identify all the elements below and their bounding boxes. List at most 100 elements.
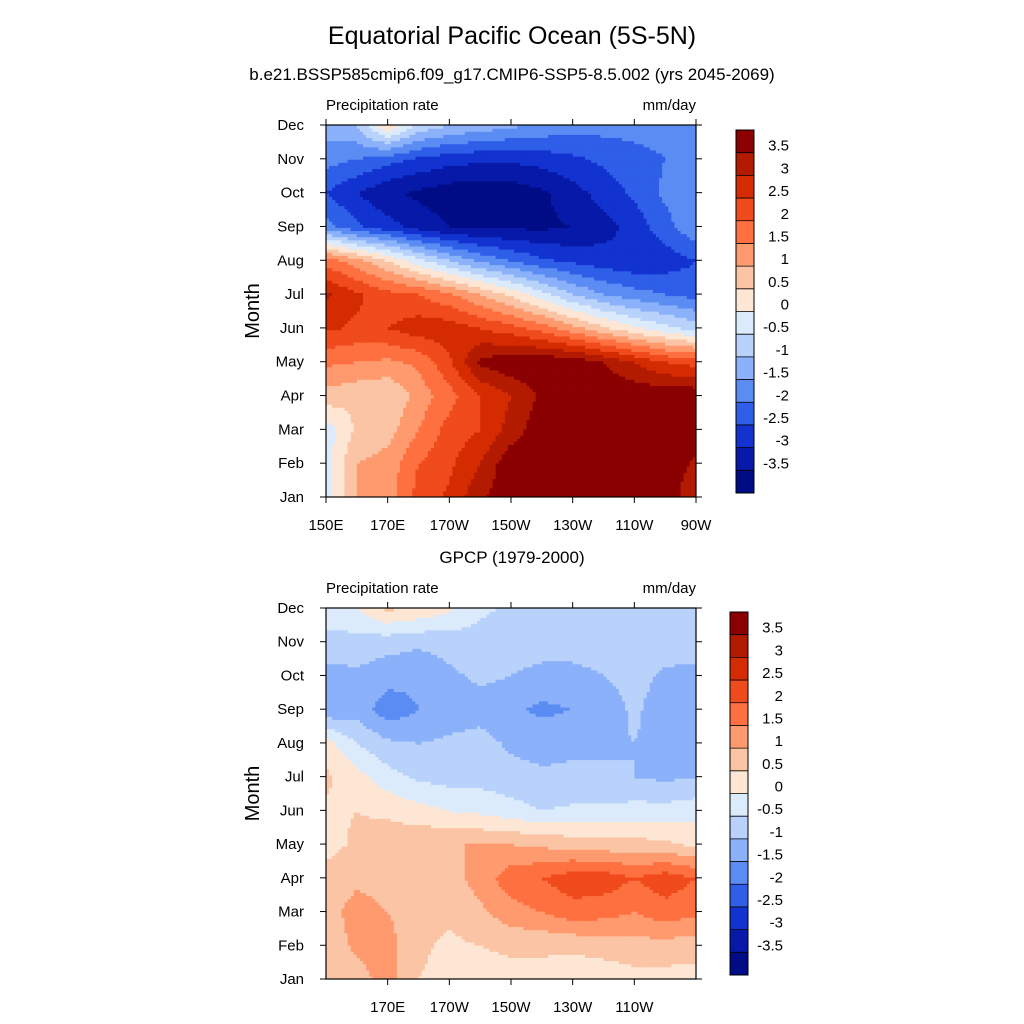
heatmap-cell <box>520 487 524 492</box>
heatmap-cell <box>347 397 352 402</box>
heatmap-cell <box>338 472 343 476</box>
heatmap-cell <box>424 410 429 414</box>
heatmap-cell <box>326 428 330 433</box>
heatmap-cell <box>618 481 623 486</box>
heatmap-cell <box>356 453 361 458</box>
heatmap-cell <box>554 462 558 467</box>
heatmap-cell <box>332 441 336 445</box>
heatmap-cell <box>495 481 500 486</box>
heatmap-cell <box>560 493 565 497</box>
heatmap-cell <box>446 400 450 405</box>
heatmap-cell <box>498 410 503 414</box>
heatmap-cell <box>347 493 352 497</box>
heatmap-cell <box>640 397 645 402</box>
heatmap-cell <box>409 453 413 458</box>
heatmap-cell <box>332 404 336 408</box>
heatmap-cell <box>353 444 358 448</box>
heatmap-cell <box>427 413 432 417</box>
heatmap-cell <box>677 490 682 495</box>
heatmap-cell <box>424 422 429 427</box>
heatmap-cell <box>369 425 373 430</box>
heatmap-cell <box>578 450 583 455</box>
heatmap-cell <box>689 466 694 470</box>
heatmap-cell <box>437 481 441 486</box>
heatmap-cell <box>557 493 561 497</box>
heatmap-cell <box>578 435 583 439</box>
heatmap-cell <box>686 438 691 442</box>
heatmap-cell <box>424 419 429 424</box>
heatmap-cell <box>409 397 413 402</box>
heatmap-cell <box>569 478 574 483</box>
heatmap-cell <box>344 410 349 414</box>
heatmap-cell <box>523 413 528 417</box>
heatmap-cell <box>609 397 614 402</box>
heatmap-cell <box>492 478 497 483</box>
heatmap-cell <box>591 444 595 448</box>
heatmap-cell <box>649 469 654 473</box>
heatmap-cell <box>603 478 608 483</box>
heatmap-cell <box>359 413 364 417</box>
heatmap-cell <box>369 484 373 489</box>
heatmap-cell <box>353 422 358 427</box>
heatmap-cell <box>551 450 555 455</box>
heatmap-cell <box>634 447 639 452</box>
heatmap-cell <box>665 431 669 436</box>
heatmap-cell <box>677 425 682 430</box>
heatmap-cell <box>347 484 352 489</box>
heatmap-cell <box>640 419 645 424</box>
heatmap-cell <box>625 413 629 417</box>
heatmap-cell <box>347 428 352 433</box>
heatmap-cell <box>329 493 333 497</box>
heatmap-cell <box>683 413 688 417</box>
heatmap-cell <box>643 450 648 455</box>
heatmap-cell <box>631 472 635 476</box>
heatmap-cell <box>461 413 466 417</box>
heatmap-cell <box>511 419 515 424</box>
heatmap-cell <box>415 466 420 470</box>
heatmap-cell <box>492 404 497 408</box>
heatmap-cell <box>643 475 648 479</box>
heatmap-cell <box>384 407 389 411</box>
heatmap-cell <box>622 450 626 455</box>
heatmap-cell <box>689 447 694 452</box>
heatmap-cell <box>529 462 534 467</box>
heatmap-cell <box>634 438 639 442</box>
heatmap-cell <box>467 428 472 433</box>
heatmap-cell <box>597 490 602 495</box>
heatmap-cell <box>554 397 558 402</box>
heatmap-cell <box>495 438 500 442</box>
heatmap-cell <box>612 438 617 442</box>
heatmap-cell <box>446 444 450 448</box>
heatmap-cell <box>686 431 691 436</box>
heatmap-cell <box>470 466 475 470</box>
heatmap-cell <box>631 484 635 489</box>
heatmap-cell <box>649 493 654 497</box>
heatmap-cell <box>686 478 691 483</box>
heatmap-cell <box>501 428 506 433</box>
heatmap-cell <box>668 475 672 479</box>
heatmap-cell <box>433 422 438 427</box>
heatmap-cell <box>600 469 605 473</box>
heatmap-cell <box>569 441 574 445</box>
heatmap-cell <box>665 404 669 408</box>
heatmap-cell <box>384 475 389 479</box>
heatmap-cell <box>366 493 370 497</box>
heatmap-cell <box>680 481 685 486</box>
heatmap-cell <box>609 400 614 405</box>
heatmap-cell <box>452 481 457 486</box>
heatmap-cell <box>403 466 407 470</box>
heatmap-cell <box>538 431 543 436</box>
heatmap-cell <box>415 475 420 479</box>
heatmap-cell <box>470 407 475 411</box>
heatmap-cell <box>618 441 623 445</box>
heatmap-cell <box>421 490 426 495</box>
heatmap-cell <box>622 397 626 402</box>
heatmap-cell <box>350 438 355 442</box>
heatmap-cell <box>440 425 444 430</box>
heatmap-cell <box>603 441 608 445</box>
heatmap-cell <box>603 419 608 424</box>
heatmap-cell <box>400 425 404 430</box>
heatmap-cell <box>578 397 583 402</box>
heatmap-cell <box>560 397 565 402</box>
heatmap-cell <box>575 472 580 476</box>
